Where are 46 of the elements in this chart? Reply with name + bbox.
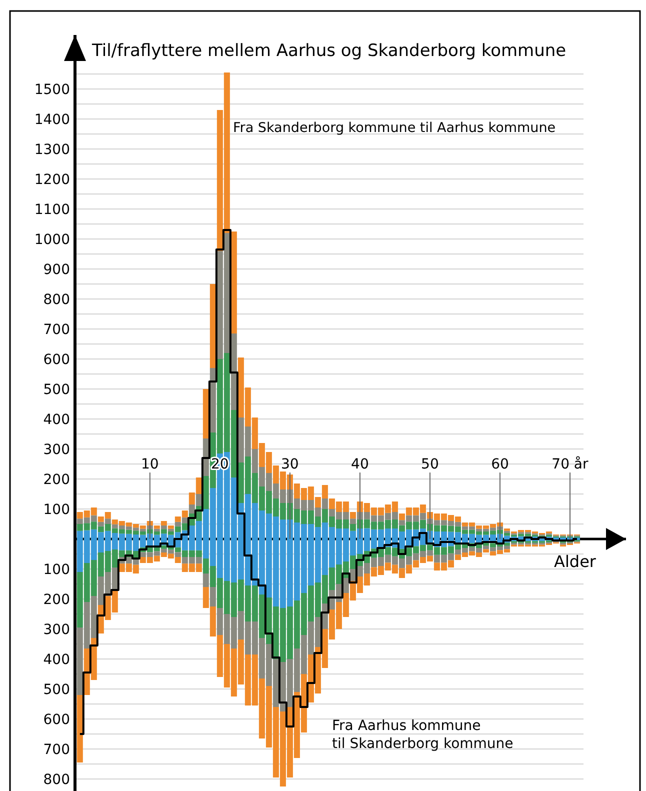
y-tick-label: 1500 bbox=[34, 82, 70, 98]
y-tick-label: 100 bbox=[43, 562, 70, 578]
y-tick-label: 100 bbox=[43, 502, 70, 518]
bar bbox=[76, 695, 83, 762]
bar bbox=[168, 526, 174, 529]
bar bbox=[202, 574, 209, 587]
y-tick-label: 1300 bbox=[34, 142, 70, 158]
x-tick-label: 40 bbox=[351, 456, 369, 472]
y-tick-label: 1100 bbox=[34, 202, 70, 218]
chart-title: Til/fraflyttere mellem Aarhus og Skanderborg kommune bbox=[91, 41, 566, 61]
bar bbox=[168, 528, 174, 532]
bar bbox=[230, 232, 237, 334]
y-tick-label: 800 bbox=[43, 772, 70, 788]
bar bbox=[210, 587, 216, 606]
y-tick-label: 700 bbox=[43, 742, 70, 758]
x-tick-label: 60 bbox=[491, 456, 509, 472]
x-axis-title: Alder bbox=[554, 552, 596, 571]
bar bbox=[154, 526, 160, 529]
x-tick-label: 30 bbox=[281, 456, 299, 472]
y-tick-label: 400 bbox=[43, 652, 70, 668]
y-tick-label: 400 bbox=[43, 412, 70, 428]
y-tick-label: 1400 bbox=[34, 112, 70, 128]
bar bbox=[210, 284, 216, 368]
y-tick-label: 500 bbox=[43, 382, 70, 398]
y-tick-label: 500 bbox=[43, 682, 70, 698]
y-tick-label: 200 bbox=[43, 472, 70, 488]
x-tick-label: 10 bbox=[141, 456, 159, 472]
annotation: Fra Skanderborg kommune til Aarhus kommune bbox=[233, 120, 556, 136]
y-tick-label: 1200 bbox=[34, 172, 70, 188]
bar bbox=[160, 526, 167, 530]
bar bbox=[350, 512, 356, 519]
y-tick-label: 600 bbox=[43, 352, 70, 368]
bar bbox=[160, 521, 167, 526]
bar bbox=[202, 389, 209, 438]
y-tick-label: 200 bbox=[43, 592, 70, 608]
y-tick-label: 900 bbox=[43, 262, 70, 278]
y-tick-label: 600 bbox=[43, 712, 70, 728]
y-tick-label: 300 bbox=[43, 442, 70, 458]
x-tick-label: 70 år bbox=[552, 456, 589, 472]
y-tick-label: 1000 bbox=[34, 232, 70, 248]
x-tick-label: 50 bbox=[421, 456, 439, 472]
y-tick-label: 700 bbox=[43, 322, 70, 338]
bar bbox=[154, 528, 160, 532]
y-tick-label: 300 bbox=[43, 622, 70, 638]
annotation: Fra Aarhus kommune til Skanderborg kommune bbox=[332, 718, 514, 752]
y-tick-label: 800 bbox=[43, 292, 70, 308]
